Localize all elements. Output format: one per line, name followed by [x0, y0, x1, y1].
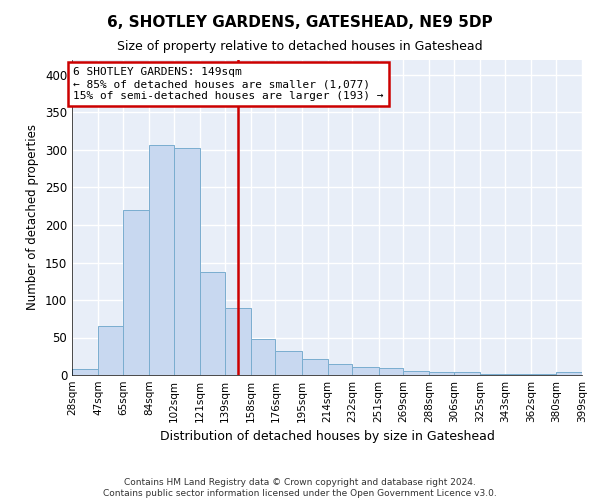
- Bar: [328, 364, 352, 375]
- Bar: [149, 145, 174, 375]
- Bar: [531, 374, 556, 375]
- Bar: [98, 326, 123, 375]
- Bar: [379, 368, 403, 375]
- Bar: [224, 308, 251, 375]
- Text: Contains HM Land Registry data © Crown copyright and database right 2024.
Contai: Contains HM Land Registry data © Crown c…: [103, 478, 497, 498]
- Bar: [302, 358, 328, 375]
- Bar: [505, 374, 531, 375]
- Text: Size of property relative to detached houses in Gateshead: Size of property relative to detached ho…: [117, 40, 483, 53]
- X-axis label: Distribution of detached houses by size in Gateshead: Distribution of detached houses by size …: [160, 430, 494, 444]
- Bar: [403, 371, 430, 375]
- Bar: [72, 369, 98, 375]
- Text: 6, SHOTLEY GARDENS, GATESHEAD, NE9 5DP: 6, SHOTLEY GARDENS, GATESHEAD, NE9 5DP: [107, 15, 493, 30]
- Bar: [174, 148, 200, 375]
- Bar: [275, 351, 302, 375]
- Bar: [454, 372, 480, 375]
- Bar: [480, 374, 505, 375]
- Y-axis label: Number of detached properties: Number of detached properties: [26, 124, 40, 310]
- Bar: [251, 339, 275, 375]
- Bar: [556, 372, 582, 375]
- Bar: [352, 367, 379, 375]
- Bar: [123, 210, 149, 375]
- Bar: [200, 272, 224, 375]
- Bar: [430, 372, 454, 375]
- Text: 6 SHOTLEY GARDENS: 149sqm
← 85% of detached houses are smaller (1,077)
15% of se: 6 SHOTLEY GARDENS: 149sqm ← 85% of detac…: [73, 68, 384, 100]
